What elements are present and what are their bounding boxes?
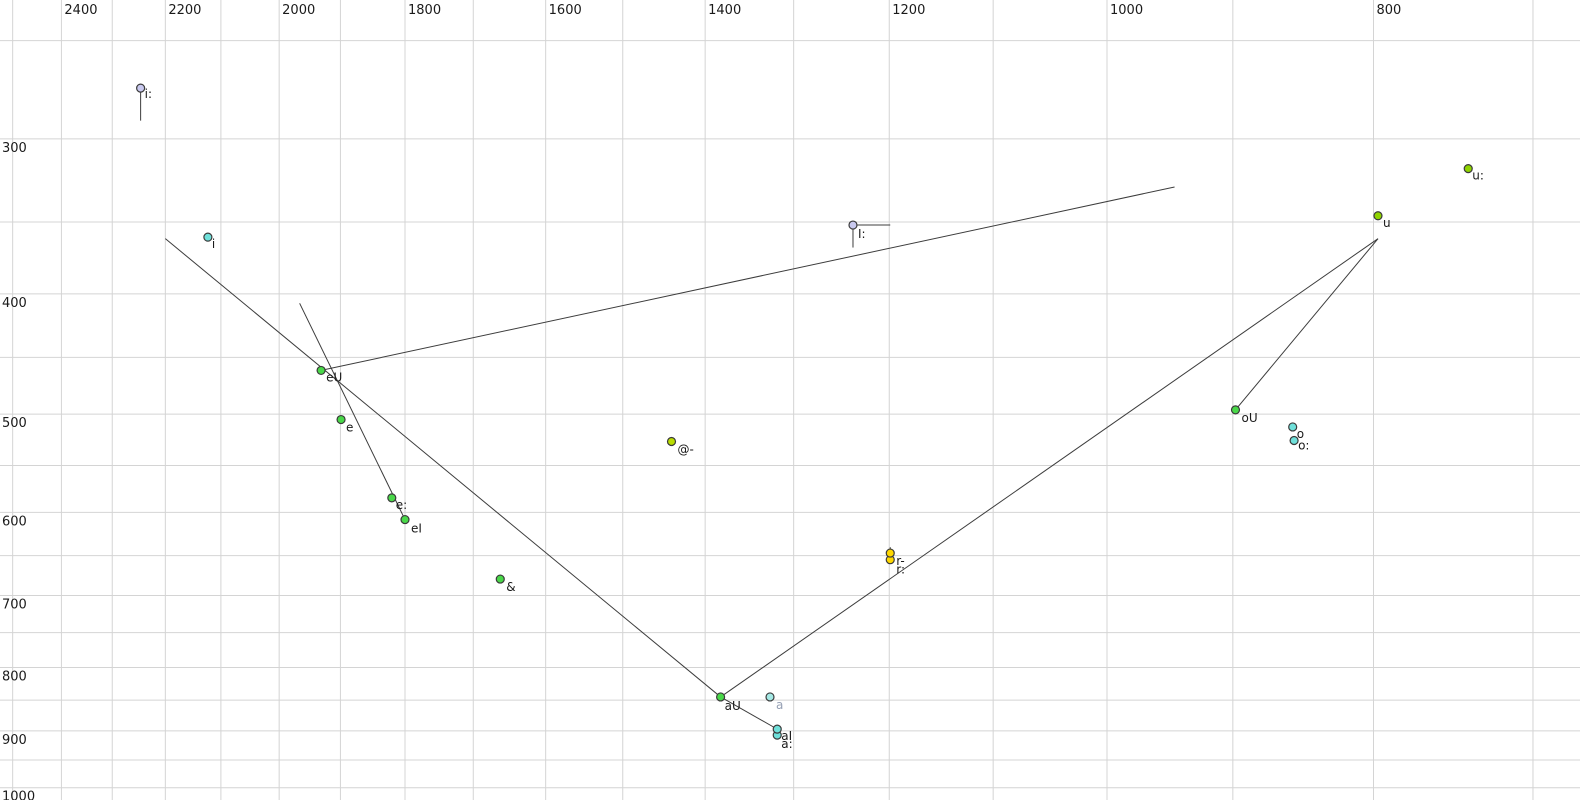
point-label-eI: eI (411, 522, 422, 536)
trajectory-lines (140, 88, 1379, 730)
point-label-e:: e: (396, 498, 407, 512)
data-point-e:[interactable] (387, 493, 397, 503)
point-label-u:: u: (1472, 169, 1484, 183)
point-label-i: i (212, 237, 215, 251)
point-label-oU: oU (1241, 411, 1257, 425)
y-axis-tick-label: 1000 (2, 790, 35, 800)
data-point-u[interactable] (1373, 211, 1383, 221)
point-label-o:: o: (1298, 438, 1309, 452)
x-axis-tick-label: 2400 (64, 3, 97, 18)
data-point-oU[interactable] (1230, 405, 1241, 415)
point-label-&: & (506, 580, 515, 594)
x-axis-tick-label: 1400 (708, 3, 741, 18)
data-point-eU[interactable] (316, 365, 326, 376)
data-point-@-[interactable] (666, 436, 677, 447)
data-point-a[interactable] (765, 692, 775, 702)
point-label-i:: i: (145, 87, 152, 101)
x-axis-tick-label: 1200 (892, 3, 925, 18)
trajectory-aI-glide-2 (165, 238, 721, 698)
point-label-eU: eU (326, 370, 342, 384)
axis-labels: 2400 2200 2000 1800 1600 1400 1200 1000 800 300 40… (2, 3, 1401, 800)
data-point-i[interactable] (203, 232, 213, 242)
x-axis-tick-label: 1600 (549, 3, 582, 18)
y-axis-tick-label: 400 (2, 296, 27, 311)
data-point-I:[interactable] (848, 220, 858, 230)
point-label-o: o (1297, 427, 1304, 441)
data-point-o[interactable] (1288, 422, 1298, 432)
data-point-aU[interactable] (716, 692, 726, 702)
data-point-&[interactable] (495, 574, 505, 584)
point-label-u: u (1383, 216, 1391, 230)
y-axis-tick-label: 900 (2, 733, 27, 748)
y-axis-tick-label: 700 (2, 597, 27, 612)
y-axis-tick-label: 300 (2, 141, 27, 156)
trajectory-eU-glide (320, 186, 1175, 371)
y-axis-tick-label: 500 (2, 416, 27, 431)
data-point-o:[interactable] (1289, 435, 1299, 446)
point-label-e: e (346, 421, 353, 435)
data-point-u:[interactable] (1463, 164, 1473, 174)
y-axis-tick-label: 800 (2, 669, 27, 684)
data-point-aI[interactable] (772, 724, 782, 734)
x-axis-tick-label: 800 (1377, 3, 1402, 18)
point-label-a: a (776, 698, 783, 712)
x-axis-tick-label: 2000 (282, 3, 315, 18)
data-point-i:[interactable] (136, 83, 146, 93)
data-point-eI[interactable] (400, 514, 410, 525)
trajectory-aI-glide-1 (720, 696, 778, 730)
trajectory-eI-glide (299, 303, 406, 520)
trajectory-oU-glide (1235, 238, 1379, 411)
trajectory-aU-glide (720, 238, 1379, 698)
data-points: i: i eU e e: eI & @- I: r:r-aU a a:aI oU o:o u u: (136, 83, 1484, 751)
point-label-r-: r- (896, 554, 905, 568)
x-axis-tick-label: 1000 (1110, 3, 1143, 18)
point-label-I:: I: (858, 227, 866, 241)
point-label-r:: r: (896, 563, 905, 577)
point-label-aI: aI (781, 729, 792, 743)
point-label-a:: a: (781, 737, 792, 751)
y-axis-tick-label: 600 (2, 514, 27, 529)
data-point-r-[interactable] (885, 548, 895, 558)
x-axis-tick-label: 1800 (408, 3, 441, 18)
point-label-aU: aU (725, 699, 741, 713)
data-point-e[interactable] (336, 414, 346, 425)
x-axis-tick-label: 2200 (168, 3, 201, 18)
point-label-@-: @- (678, 442, 694, 456)
